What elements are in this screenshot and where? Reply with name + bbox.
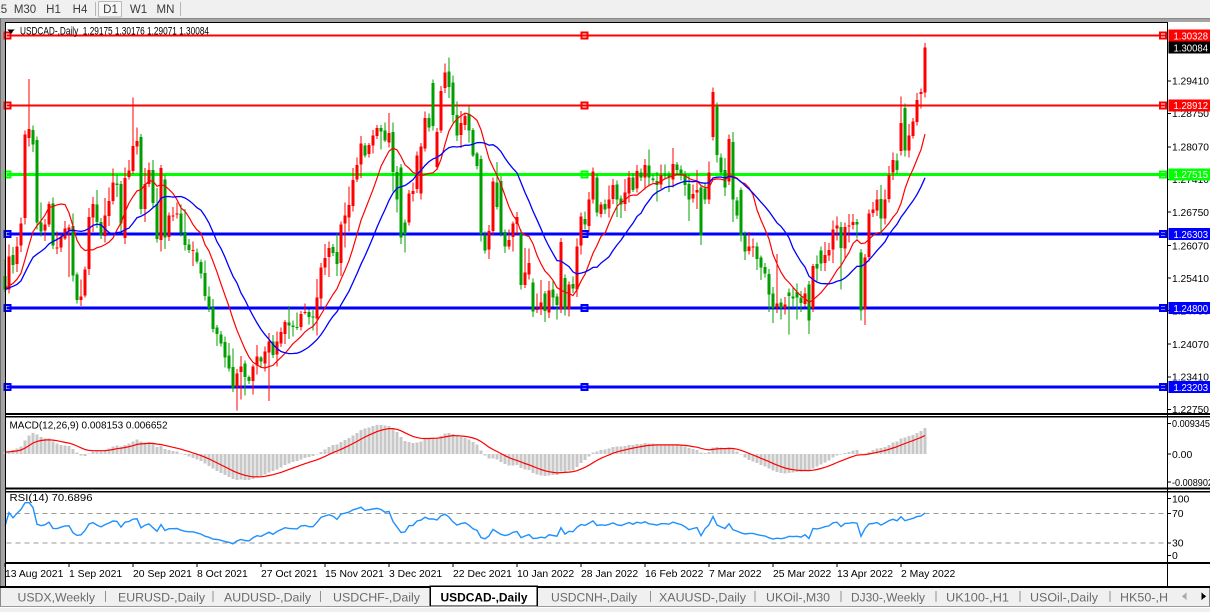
svg-text:1.30328: 1.30328 (1174, 31, 1209, 42)
svg-text:M15: M15 (0, 4, 7, 16)
svg-text:USDX,Weekly: USDX,Weekly (18, 591, 96, 605)
svg-text:RSI(14) 70.6896: RSI(14) 70.6896 (10, 493, 93, 504)
svg-text:13 Aug 2021: 13 Aug 2021 (5, 569, 64, 580)
svg-text:1.26070: 1.26070 (1172, 241, 1209, 252)
svg-text:UK100-,H1: UK100-,H1 (946, 591, 1009, 605)
svg-text:1.26303: 1.26303 (1174, 230, 1209, 241)
svg-text:1.30084: 1.30084 (1174, 43, 1209, 54)
svg-text:USDCAD-,Daily 1.29175 1.30176: USDCAD-,Daily 1.29175 1.30176 1.29071 1.… (20, 26, 209, 38)
svg-text:HK50-,H: HK50-,H (1120, 591, 1168, 605)
svg-text:1.24070: 1.24070 (1172, 340, 1209, 351)
svg-text:USDCHF-,Daily: USDCHF-,Daily (333, 591, 421, 605)
svg-text:15 Nov 2021: 15 Nov 2021 (325, 569, 384, 580)
svg-text:1.28750: 1.28750 (1172, 109, 1209, 120)
svg-text:27 Oct 2021: 27 Oct 2021 (261, 569, 318, 580)
svg-text:D1: D1 (103, 4, 118, 16)
svg-text:13 Apr 2022: 13 Apr 2022 (837, 569, 893, 580)
svg-text:UKOil-,M30: UKOil-,M30 (766, 591, 830, 605)
svg-text:3 Dec 2021: 3 Dec 2021 (389, 569, 442, 580)
svg-text:XAUUSD-,Daily: XAUUSD-,Daily (659, 591, 747, 605)
svg-text:70: 70 (1172, 509, 1184, 520)
svg-text:1.24800: 1.24800 (1174, 304, 1209, 315)
svg-text:1.27410: 1.27410 (1172, 175, 1209, 186)
svg-text:MN: MN (157, 4, 175, 16)
svg-text:1.27515: 1.27515 (1174, 170, 1209, 181)
svg-text:USDCAD-,Daily: USDCAD-,Daily (441, 591, 528, 605)
svg-text:7 Mar 2022: 7 Mar 2022 (709, 569, 762, 580)
svg-text:22 Dec 2021: 22 Dec 2021 (453, 569, 512, 580)
svg-text:AUDUSD-,Daily: AUDUSD-,Daily (224, 591, 312, 605)
svg-text:1.26750: 1.26750 (1172, 208, 1209, 219)
svg-text:8 Oct 2021: 8 Oct 2021 (197, 569, 248, 580)
svg-text:1.23410: 1.23410 (1172, 373, 1209, 384)
svg-text:H1: H1 (46, 4, 61, 16)
svg-text:1.29410: 1.29410 (1172, 77, 1209, 88)
svg-text:DJ30-,Weekly: DJ30-,Weekly (851, 591, 926, 605)
svg-text:20 Sep 2021: 20 Sep 2021 (133, 569, 192, 580)
svg-text:1 Sep 2021: 1 Sep 2021 (69, 569, 122, 580)
svg-text:USOil-,Daily: USOil-,Daily (1030, 591, 1099, 605)
svg-text:USDCNH-,Daily: USDCNH-,Daily (551, 591, 638, 605)
svg-text:30: 30 (1172, 539, 1184, 550)
svg-text:-0.008902: -0.008902 (1172, 478, 1210, 489)
svg-text:10 Jan 2022: 10 Jan 2022 (517, 569, 574, 580)
svg-text:25 Mar 2022: 25 Mar 2022 (773, 569, 832, 580)
svg-text:1.28912: 1.28912 (1174, 101, 1209, 112)
svg-text:MACD(12,26,9) 0.008153 0.00665: MACD(12,26,9) 0.008153 0.006652 (10, 421, 168, 432)
svg-text:28 Jan 2022: 28 Jan 2022 (581, 569, 638, 580)
svg-text:1.25410: 1.25410 (1172, 274, 1209, 285)
svg-text:1.23203: 1.23203 (1174, 383, 1209, 394)
svg-text:0.00: 0.00 (1172, 450, 1192, 461)
svg-text:2 May 2022: 2 May 2022 (901, 569, 956, 580)
svg-text:1.28070: 1.28070 (1172, 143, 1209, 154)
svg-text:H4: H4 (73, 4, 88, 16)
svg-text:100: 100 (1172, 494, 1190, 505)
svg-text:0: 0 (1172, 551, 1178, 562)
svg-text:0.009345: 0.009345 (1172, 419, 1210, 430)
svg-text:1.22750: 1.22750 (1172, 405, 1209, 416)
svg-text:16 Feb 2022: 16 Feb 2022 (645, 569, 704, 580)
svg-text:M30: M30 (14, 4, 36, 16)
svg-text:W1: W1 (130, 4, 147, 16)
svg-text:EURUSD-,Daily: EURUSD-,Daily (118, 591, 206, 605)
